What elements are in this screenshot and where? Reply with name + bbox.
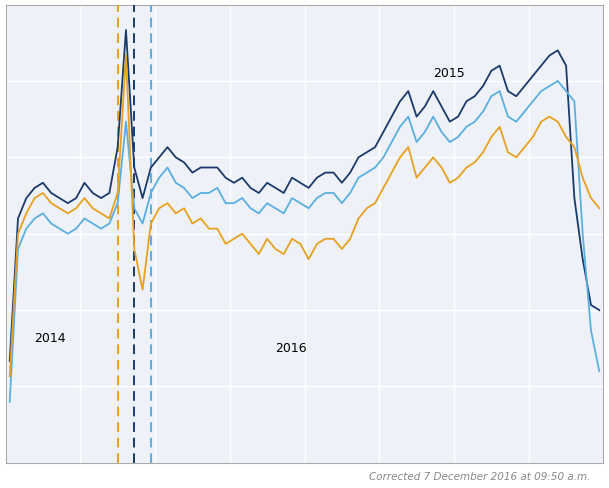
Text: Corrected 7 December 2016 at 09:50 a.m.: Corrected 7 December 2016 at 09:50 a.m. [369, 471, 591, 481]
Text: 2014: 2014 [35, 331, 66, 344]
Text: 2015: 2015 [433, 67, 465, 80]
Text: 2016: 2016 [275, 341, 307, 354]
